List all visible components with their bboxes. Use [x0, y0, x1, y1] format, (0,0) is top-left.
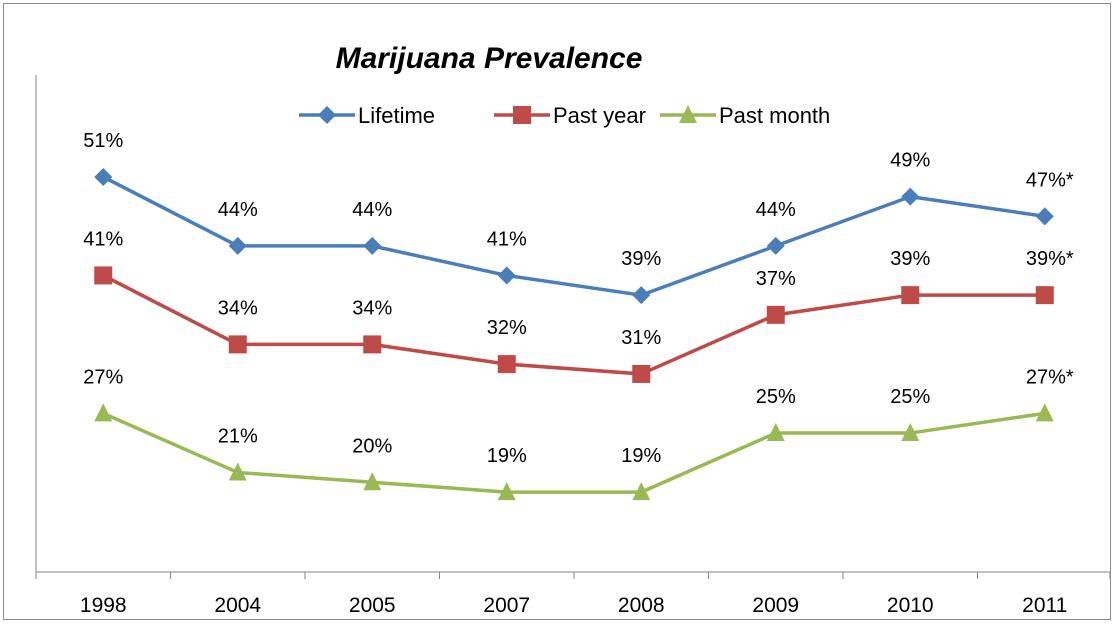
labels-layer: 51% 44% 44% 41% 39% 44% 49% 47%* 41% 34% 34% 32% 31%… [83, 130, 1074, 467]
square-marker [228, 335, 247, 354]
x-tick-label: 2008 [618, 594, 665, 617]
data-label: 27% [83, 366, 123, 388]
diamond-marker [228, 236, 247, 255]
data-label: 25% [890, 386, 930, 408]
legend-label: Past month [719, 103, 830, 128]
square-marker [766, 305, 785, 324]
square-marker [497, 355, 516, 374]
data-label: 39% [621, 248, 661, 270]
data-label: 20% [352, 435, 392, 457]
triangle-marker [1035, 403, 1054, 422]
diamond-marker [901, 187, 920, 206]
data-label: 25% [756, 386, 796, 408]
x-tick-label: 2004 [214, 594, 261, 617]
square-marker [632, 364, 651, 383]
triangle-marker [679, 105, 697, 123]
data-label: 44% [352, 199, 392, 221]
axes: 1998 2004 2005 2007 2008 2009 2010 2011 [35, 75, 1111, 617]
data-label: 44% [218, 199, 258, 221]
square-marker [363, 335, 382, 354]
diamond-marker [318, 106, 336, 124]
diamond-marker [363, 236, 382, 255]
legend-label: Past year [553, 103, 646, 128]
square-marker [513, 106, 531, 124]
triangle-marker [766, 423, 785, 442]
chart-frame: Marijuana Prevalence Lifetime Past year Pa… [3, 3, 1111, 620]
diamond-marker [1035, 207, 1054, 226]
square-marker [94, 266, 113, 285]
data-label: 31% [621, 327, 661, 349]
x-tick-label: 2011 [1022, 594, 1067, 617]
chart-title: Marijuana Prevalence [336, 42, 643, 75]
data-label: 34% [352, 297, 392, 319]
data-label: 19% [621, 445, 661, 467]
data-label: 19% [487, 445, 527, 467]
series-line [102, 273, 1045, 376]
diamond-marker [632, 286, 651, 305]
data-label: 27%* [1026, 366, 1074, 388]
square-marker [901, 286, 920, 305]
data-label: 44% [756, 199, 796, 221]
square-marker [1035, 286, 1054, 305]
triangle-marker [228, 462, 247, 481]
data-label: 37% [756, 268, 796, 290]
series-line [102, 175, 1046, 297]
triangle-marker [94, 403, 113, 422]
diamond-marker [94, 167, 113, 186]
data-label: 32% [487, 317, 527, 339]
triangle-marker [497, 482, 516, 501]
data-label: 51% [83, 130, 123, 152]
data-label: 41% [83, 228, 123, 250]
x-tick-label: 2005 [349, 594, 396, 617]
chart-svg: Marijuana Prevalence Lifetime Past year Pa… [35, 42, 1111, 617]
data-label: 39%* [1026, 248, 1074, 270]
data-label: 39% [890, 248, 930, 270]
data-label: 41% [487, 228, 527, 250]
triangle-marker [901, 423, 920, 442]
series-layer [94, 167, 1054, 501]
diamond-marker [766, 236, 785, 255]
diamond-marker [497, 266, 516, 285]
data-label: 49% [890, 150, 930, 172]
triangle-marker [363, 472, 382, 491]
legend: Lifetime Past year Past month [299, 103, 830, 128]
legend-label: Lifetime [358, 103, 435, 128]
x-tick-label: 2007 [483, 594, 530, 617]
x-tick-label: 1998 [80, 594, 127, 617]
x-tick-label: 2009 [752, 594, 799, 617]
data-label: 47%* [1026, 169, 1074, 191]
series-line [102, 411, 1046, 494]
data-label: 21% [218, 425, 258, 447]
triangle-marker [632, 482, 651, 501]
x-tick-label: 2010 [887, 594, 934, 617]
data-label: 34% [218, 297, 258, 319]
